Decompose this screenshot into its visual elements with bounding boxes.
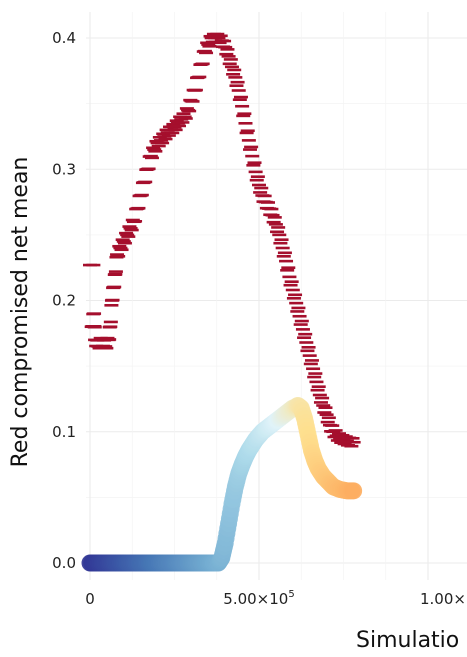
x-tick-label: 0	[85, 590, 95, 608]
circle-series	[81, 397, 363, 572]
grid	[86, 12, 467, 580]
y-tick-label: 0.0	[52, 554, 76, 572]
y-tick-label: 0.1	[52, 423, 76, 441]
y-tick-label: 0.3	[52, 160, 76, 178]
y-axis-title: Red compromised net mean	[8, 157, 33, 468]
y-tick-label: 0.2	[52, 292, 76, 310]
red-dash-series	[83, 32, 361, 448]
y-tick-label: 0.4	[52, 29, 76, 47]
x-tick-label: 5.00×105	[223, 589, 294, 608]
x-tick-label: 1.00×	[420, 590, 466, 608]
y-axis-ticks: 0.0 0.1 0.2 0.3 0.4	[52, 29, 76, 572]
data-point-circle	[345, 482, 363, 500]
x-axis-title: Simulatio	[356, 628, 459, 653]
x-axis-ticks: 0 5.00×105 1.00×	[85, 589, 466, 608]
